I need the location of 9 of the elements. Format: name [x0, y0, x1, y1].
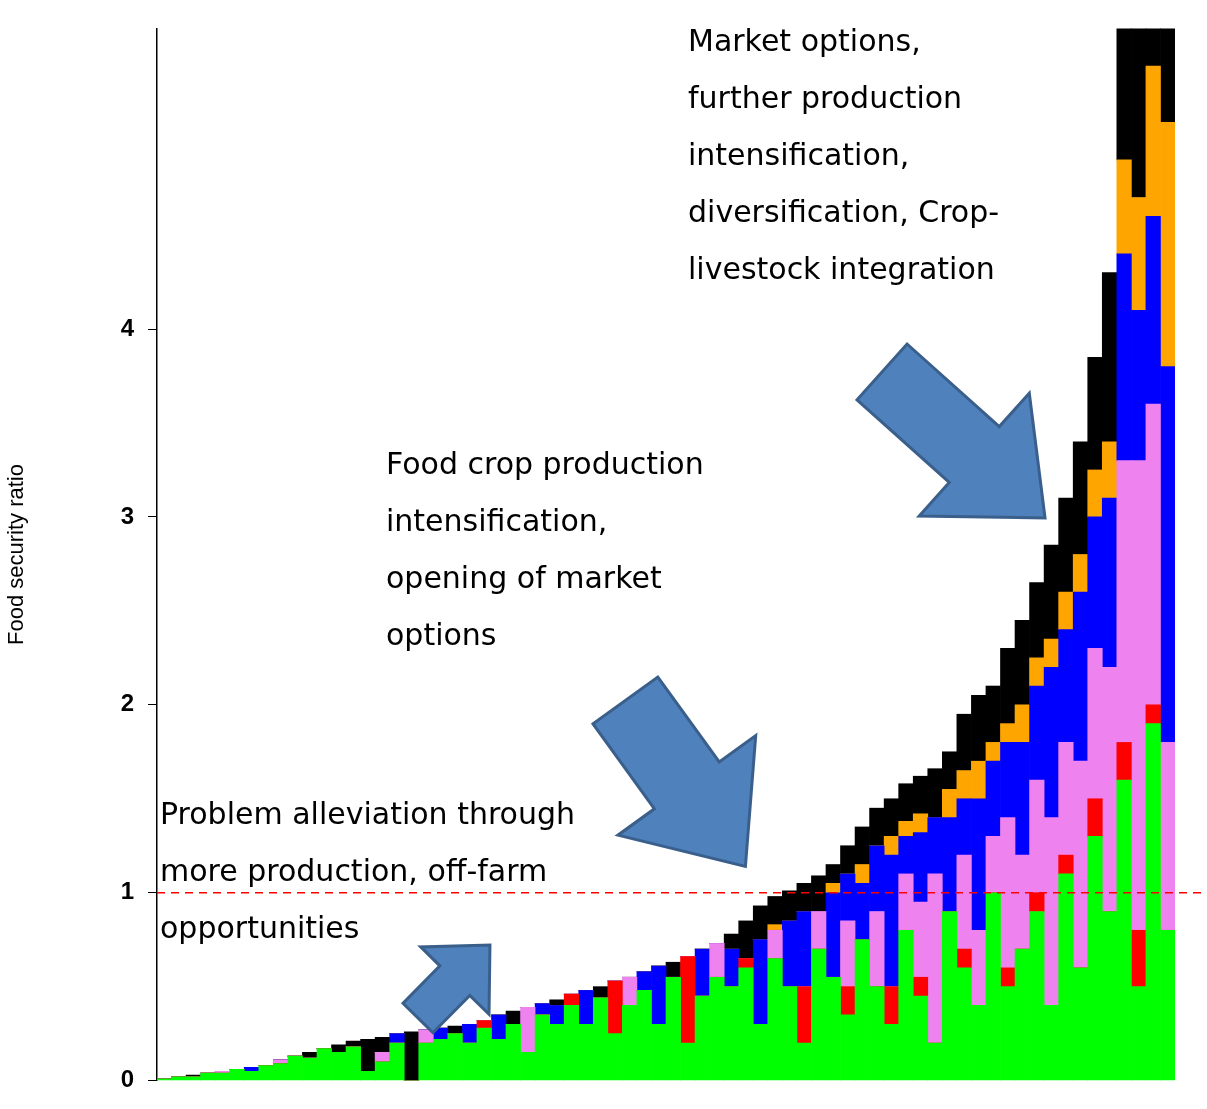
y-tick-label: 3 [120, 501, 134, 529]
annotation: Food crop production intensification, opening of market options [386, 445, 705, 654]
y-tick-label: 1 [120, 877, 134, 905]
y-axis-title: Food security ratio [3, 464, 29, 645]
annotation: Market options, further production intensification, diversification, Crop-livestock integration [688, 22, 1001, 288]
y-tick-label: 2 [120, 689, 134, 717]
y-tick-label: 4 [120, 313, 135, 341]
y-tick-label: 0 [120, 1065, 134, 1093]
annotation: Problem alleviation through more production, off-farm opportunities [160, 795, 577, 947]
